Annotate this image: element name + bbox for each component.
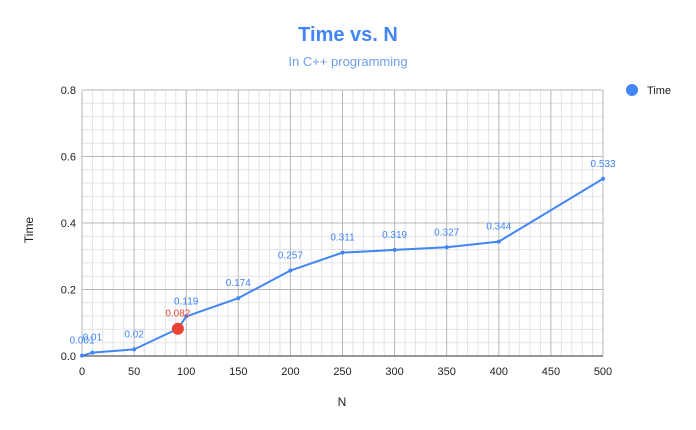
y-tick-label: 0.4: [61, 218, 76, 230]
data-point: [444, 245, 449, 250]
data-label: 0.001: [69, 336, 94, 347]
data-label: 0.174: [226, 278, 251, 289]
chart-title: Time vs. N: [298, 24, 398, 46]
data-point: [80, 353, 84, 358]
x-tick-label: 50: [128, 366, 140, 378]
data-label: 0.319: [382, 230, 407, 241]
data-point: [601, 176, 605, 181]
data-label: 0.01: [83, 333, 103, 344]
x-tick-label: 0: [79, 366, 85, 378]
x-tick-label: 300: [385, 366, 403, 378]
data-point: [496, 239, 501, 244]
data-label: 0.327: [434, 227, 459, 238]
x-axis-title: N: [338, 395, 347, 409]
data-point: [340, 250, 345, 255]
data-point: [236, 296, 241, 301]
series-points-group: [80, 176, 605, 358]
data-point: [132, 347, 137, 352]
data-point: [184, 314, 189, 319]
legend: Time: [626, 84, 671, 97]
y-tick-label: 0.8: [61, 85, 76, 97]
x-tick-label: 100: [177, 366, 195, 378]
data-label: 0.257: [278, 251, 303, 262]
x-axis-ticks: 0 50 100 150 200 250 300 350 400 450 500: [79, 366, 612, 378]
major-gridlines: [81, 89, 604, 357]
highlighted-data-point: [171, 322, 184, 335]
x-tick-label: 200: [281, 366, 299, 378]
data-label: 0.311: [330, 233, 355, 244]
y-tick-label: 0.6: [61, 152, 76, 164]
x-tick-label: 400: [490, 366, 508, 378]
data-label: 0.344: [486, 222, 511, 233]
x-tick-label: 350: [438, 366, 456, 378]
x-tick-label: 450: [542, 366, 560, 378]
y-tick-label: 0.0: [61, 351, 76, 363]
chart-subtitle: In C++ programming: [288, 54, 407, 69]
data-point: [90, 350, 95, 355]
data-point: [288, 268, 293, 273]
legend-label: Time: [647, 85, 671, 97]
data-label: 0.02: [124, 329, 144, 340]
x-tick-label: 500: [594, 366, 612, 378]
data-label: 0.533: [590, 159, 615, 170]
y-axis-ticks: 0.0 0.2 0.4 0.6 0.8: [61, 85, 76, 363]
y-axis-title: Time: [22, 217, 36, 244]
data-label: 0.082: [165, 309, 190, 320]
data-point: [392, 247, 397, 252]
series-line-group: [81, 177, 604, 357]
legend-marker-icon: [626, 84, 638, 96]
x-tick-label: 150: [229, 366, 247, 378]
data-label: 0.119: [174, 296, 199, 307]
x-tick-label: 250: [333, 366, 351, 378]
y-tick-label: 0.2: [61, 285, 76, 297]
series-line-time: [81, 177, 604, 357]
